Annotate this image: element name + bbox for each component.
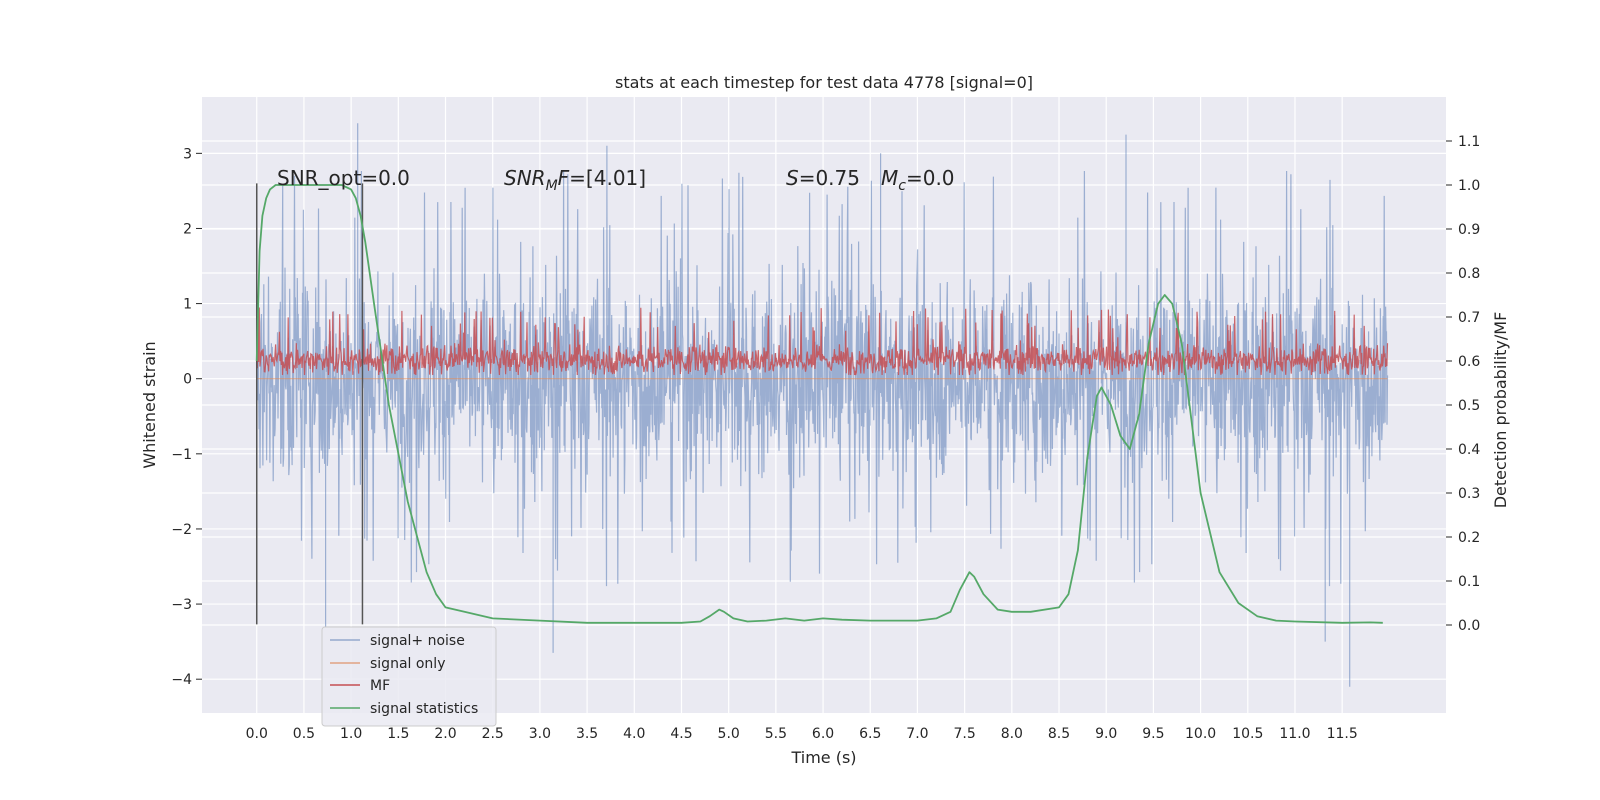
y-right-tick-label: 0.0 bbox=[1458, 618, 1480, 634]
legend-label-statistics: signal statistics bbox=[370, 701, 478, 717]
y-left-tick-label: −2 bbox=[171, 522, 192, 538]
legend-label-signal-noise: signal+ noise bbox=[370, 633, 465, 649]
s-value: =0.75 bbox=[799, 166, 860, 190]
x-tick-label: 10.5 bbox=[1232, 726, 1263, 742]
x-tick-label: 5.5 bbox=[765, 726, 787, 742]
mf-line bbox=[256, 307, 1389, 376]
x-tick-label: 5.0 bbox=[718, 726, 740, 742]
y-right-tick-label: 0.9 bbox=[1458, 222, 1480, 238]
s-name: S bbox=[786, 166, 799, 190]
y-left-tick-label: −1 bbox=[171, 447, 192, 463]
x-tick-label: 3.5 bbox=[576, 726, 598, 742]
mf-series bbox=[256, 307, 1389, 376]
x-tick-label: 9.5 bbox=[1142, 726, 1164, 742]
y-right-tick-label: 0.4 bbox=[1458, 442, 1480, 458]
y-right-tick-label: 0.6 bbox=[1458, 354, 1480, 370]
y-left-tick-label: 2 bbox=[183, 221, 192, 237]
y-left-tick-label: −4 bbox=[171, 672, 192, 688]
legend-box bbox=[321, 626, 497, 727]
x-tick-label: 0.0 bbox=[246, 726, 268, 742]
y-left-tick-labels: −4 −3 −2 −1 0 1 2 3 bbox=[171, 146, 202, 688]
y-right-axis-label: Detection probability/MF bbox=[1491, 312, 1510, 509]
x-tick-label: 10.0 bbox=[1185, 726, 1216, 742]
x-tick-label: 11.5 bbox=[1327, 726, 1358, 742]
x-tick-label: 1.0 bbox=[340, 726, 362, 742]
y-right-tick-label: 0.1 bbox=[1458, 574, 1480, 590]
x-tick-label: 0.5 bbox=[293, 726, 315, 742]
s-annotation: S=0.75 bbox=[786, 166, 860, 190]
x-tick-label: 6.0 bbox=[812, 726, 834, 742]
signal-statistics-line bbox=[255, 184, 1383, 624]
x-tick-label: 8.0 bbox=[1001, 726, 1023, 742]
snr-opt-annotation: SNR_opt=0.0 bbox=[277, 166, 410, 190]
x-tick-label: 8.5 bbox=[1048, 726, 1070, 742]
y-right-tick-label: 1.1 bbox=[1458, 134, 1480, 150]
x-tick-label: 11.0 bbox=[1279, 726, 1310, 742]
y-right-tick-label: 0.7 bbox=[1458, 310, 1480, 326]
snr-mf-sub: M bbox=[546, 178, 558, 194]
chart-title: stats at each timestep for test data 477… bbox=[615, 73, 1033, 92]
legend-label-mf: MF bbox=[370, 678, 390, 694]
x-tick-label: 2.0 bbox=[434, 726, 456, 742]
x-axis-label: Time (s) bbox=[790, 748, 856, 767]
legend-label-signal-only: signal only bbox=[370, 656, 445, 672]
signal-statistics-series bbox=[255, 184, 1383, 624]
y-right-tick-labels: 0.0 0.1 0.2 0.3 0.4 0.5 0.6 0.7 0.8 0.9 1.0 1.1 bbox=[1446, 134, 1480, 634]
legend: signal+ noise signal only MF signal stat… bbox=[321, 626, 497, 727]
y-left-tick-label: 0 bbox=[183, 372, 192, 388]
y-right-tick-label: 0.5 bbox=[1458, 398, 1480, 414]
y-left-tick-label: −3 bbox=[171, 597, 192, 613]
x-tick-label: 4.0 bbox=[623, 726, 645, 742]
y-right-tick-label: 1.0 bbox=[1458, 178, 1480, 194]
x-tick-label: 2.5 bbox=[482, 726, 504, 742]
y-left-tick-label: 3 bbox=[183, 146, 192, 162]
y-right-tick-label: 0.3 bbox=[1458, 486, 1480, 502]
x-tick-label: 4.5 bbox=[670, 726, 692, 742]
x-tick-label: 6.5 bbox=[859, 726, 881, 742]
y-left-tick-label: 1 bbox=[183, 297, 192, 313]
snr-mf-value: =[4.01] bbox=[569, 166, 646, 190]
x-tick-label: 7.0 bbox=[906, 726, 928, 742]
detection-window bbox=[255, 183, 364, 625]
snr-mf-annotation: SNRMF=[4.01] bbox=[504, 166, 646, 194]
snr-mf-f: F bbox=[558, 166, 570, 190]
mc-name: M bbox=[881, 166, 898, 190]
mc-sub: c bbox=[898, 178, 906, 194]
mc-annotation: Mc=0.0 bbox=[881, 166, 955, 194]
x-tick-labels: 0.0 0.5 1.0 1.5 2.0 2.5 3.0 3.5 4.0 4.5 5.0 5.5 6.0 6… bbox=[246, 726, 1358, 742]
x-tick-label: 1.5 bbox=[387, 726, 409, 742]
x-tick-label: 9.0 bbox=[1095, 726, 1117, 742]
y-left-axis-label: Whitened strain bbox=[140, 341, 159, 468]
x-tick-label: 3.0 bbox=[529, 726, 551, 742]
mc-value: =0.0 bbox=[906, 166, 955, 190]
y-right-tick-label: 0.2 bbox=[1458, 530, 1480, 546]
y-right-tick-label: 0.8 bbox=[1458, 266, 1480, 282]
x-tick-label: 7.5 bbox=[954, 726, 976, 742]
snr-mf-name: SNR bbox=[504, 166, 546, 190]
